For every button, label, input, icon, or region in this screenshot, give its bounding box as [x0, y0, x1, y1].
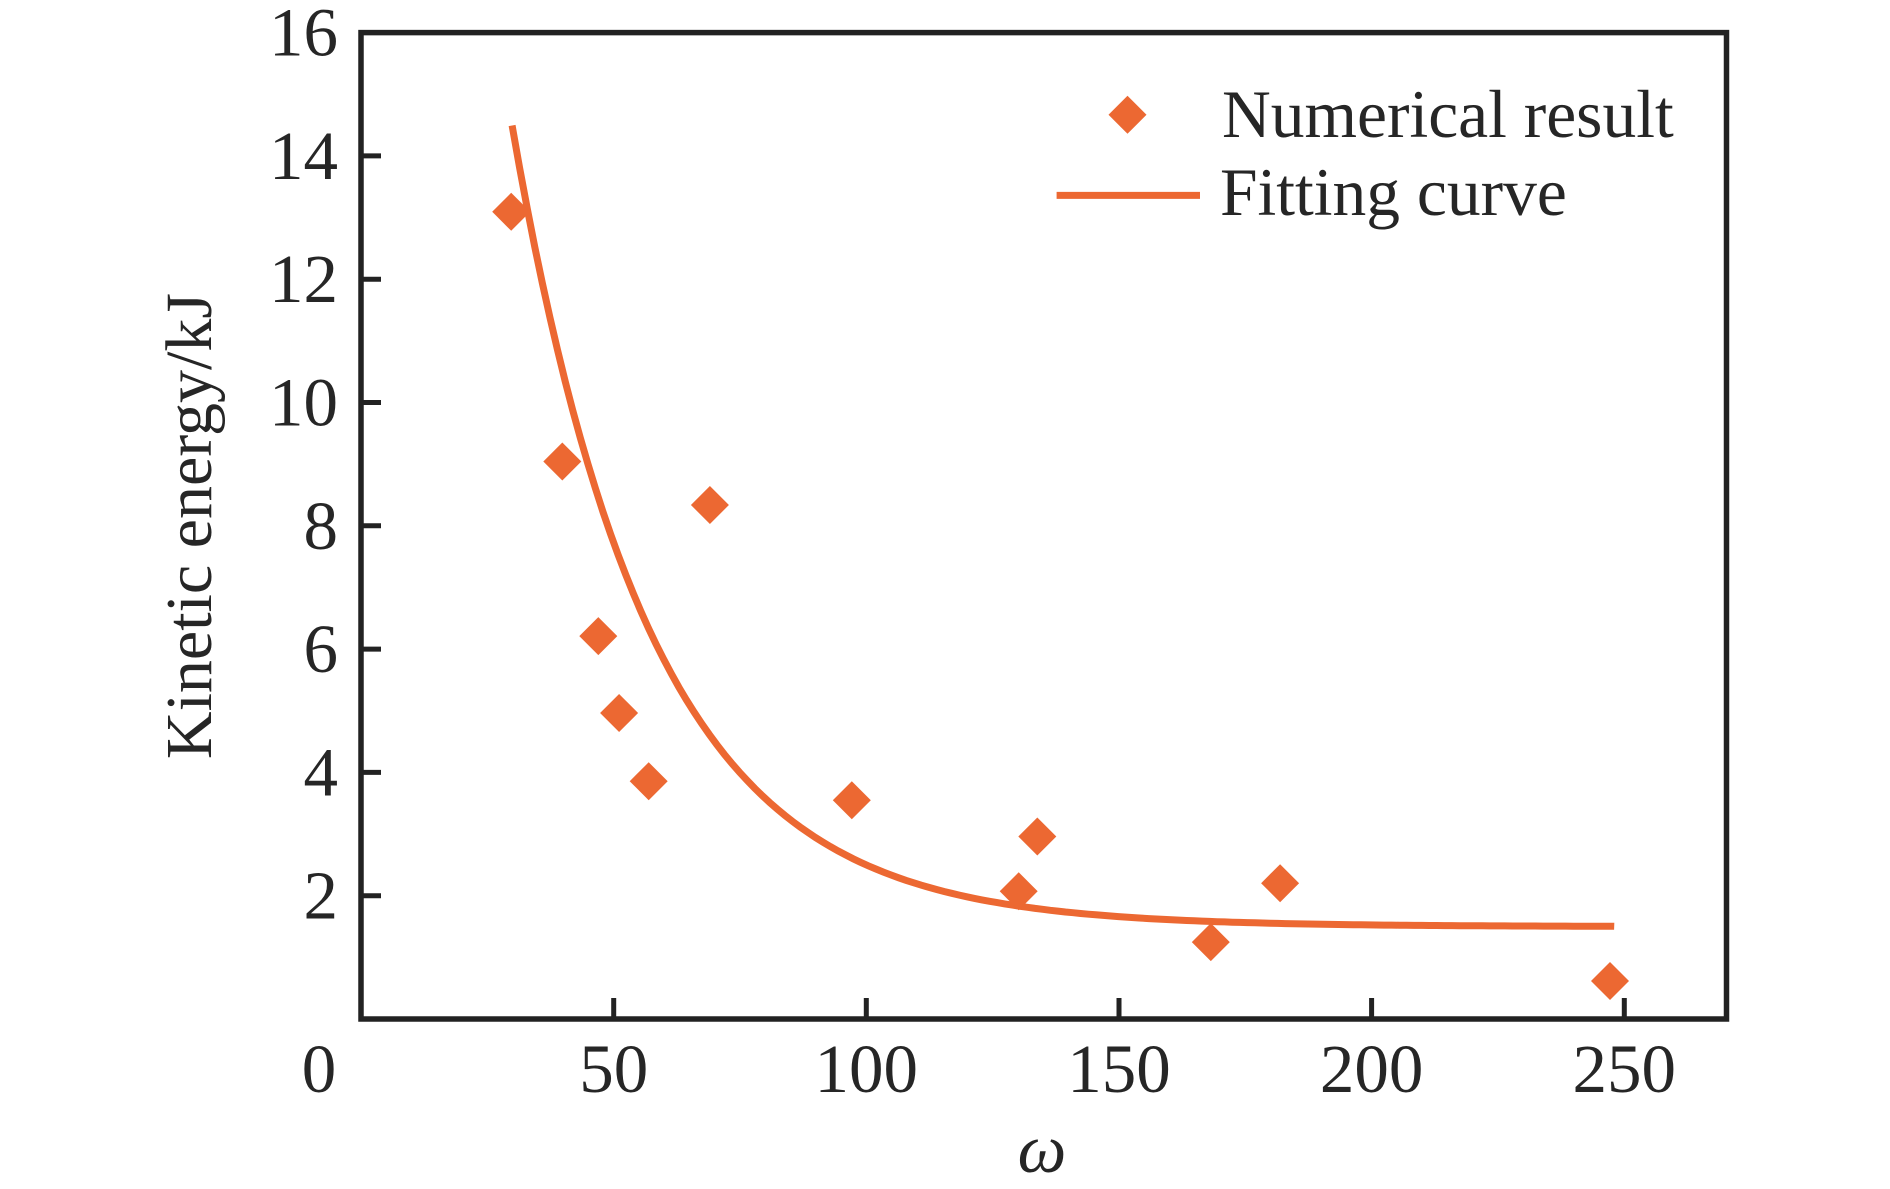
svg-text:14: 14 — [269, 118, 338, 194]
svg-text:0: 0 — [302, 1031, 337, 1107]
svg-text:150: 150 — [1067, 1031, 1171, 1107]
svg-text:Numerical result: Numerical result — [1222, 77, 1674, 152]
svg-text:Fitting curve: Fitting curve — [1220, 155, 1567, 230]
svg-text:2: 2 — [304, 858, 339, 934]
svg-text:16: 16 — [269, 0, 338, 71]
svg-text:Kinetic energy/kJ: Kinetic energy/kJ — [153, 293, 226, 759]
svg-text:10: 10 — [269, 365, 338, 441]
svg-text:4: 4 — [304, 734, 339, 810]
svg-text:12: 12 — [269, 241, 338, 317]
svg-text:6: 6 — [304, 611, 339, 687]
svg-text:ω: ω — [1018, 1111, 1067, 1187]
svg-text:8: 8 — [304, 488, 339, 564]
svg-text:50: 50 — [579, 1031, 648, 1107]
svg-text:200: 200 — [1320, 1031, 1424, 1107]
svg-text:250: 250 — [1573, 1031, 1677, 1107]
svg-text:100: 100 — [815, 1031, 919, 1107]
